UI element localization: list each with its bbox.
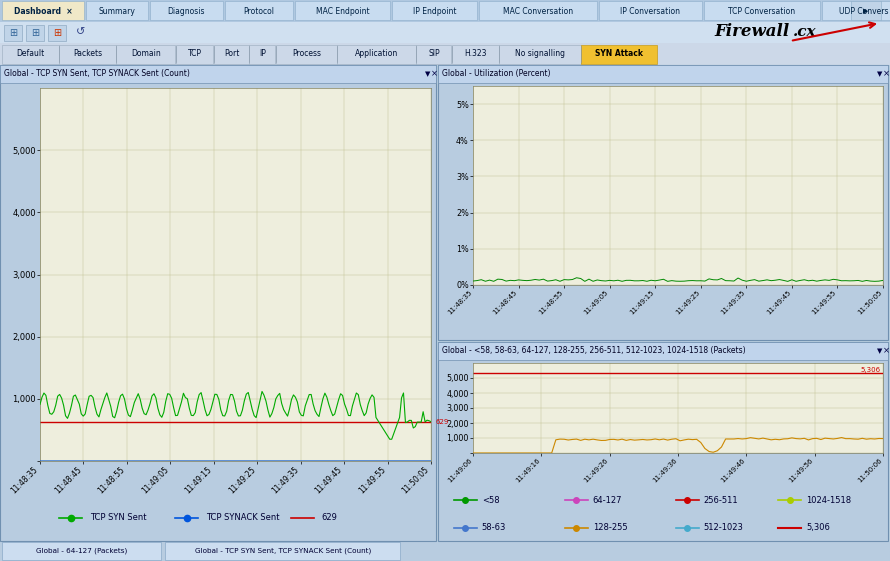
Text: ▼: ▼ xyxy=(425,71,431,77)
Text: 629: 629 xyxy=(322,513,337,522)
Bar xyxy=(176,44,214,63)
Text: Global - 64-127 (Packets): Global - 64-127 (Packets) xyxy=(36,548,127,554)
Bar xyxy=(26,25,44,41)
Text: ⊞: ⊞ xyxy=(9,27,17,38)
Text: SYN Attack: SYN Attack xyxy=(595,49,643,58)
Bar xyxy=(416,44,451,63)
Text: <58: <58 xyxy=(481,496,499,505)
Bar xyxy=(0,0,890,22)
Bar xyxy=(599,1,702,20)
Text: Process: Process xyxy=(292,49,321,58)
Text: Default: Default xyxy=(16,49,44,58)
Text: 5,306: 5,306 xyxy=(861,367,881,374)
Text: 64-127: 64-127 xyxy=(593,496,622,505)
Text: ↺: ↺ xyxy=(77,27,85,38)
Bar xyxy=(150,1,223,20)
Bar xyxy=(499,44,580,63)
Bar xyxy=(438,65,888,83)
Text: Global - <58, 58-63, 64-127, 128-255, 256-511, 512-1023, 1024-1518 (Packets): Global - <58, 58-63, 64-127, 128-255, 25… xyxy=(442,347,746,356)
Text: Diagnosis: Diagnosis xyxy=(167,7,205,16)
Text: ×: × xyxy=(431,70,438,79)
Bar xyxy=(4,25,22,41)
Bar xyxy=(704,1,820,20)
Bar xyxy=(72,25,90,41)
Bar xyxy=(438,342,888,541)
Bar xyxy=(225,1,293,20)
Text: No signalling: No signalling xyxy=(515,49,565,58)
Text: ▼: ▼ xyxy=(878,71,883,77)
Text: SIP: SIP xyxy=(428,49,440,58)
Text: TCP: TCP xyxy=(188,49,202,58)
Text: Port: Port xyxy=(223,49,239,58)
Text: Domain: Domain xyxy=(131,49,161,58)
Bar xyxy=(0,65,436,83)
Text: TCP Conversation: TCP Conversation xyxy=(728,7,796,16)
Bar xyxy=(214,44,248,63)
Text: 512-1023: 512-1023 xyxy=(704,523,744,532)
Text: ▶: ▶ xyxy=(863,8,869,14)
Bar xyxy=(0,43,890,65)
Text: Global - TCP SYN Sent, TCP SYNACK Sent (Count): Global - TCP SYN Sent, TCP SYNACK Sent (… xyxy=(4,70,190,79)
Bar xyxy=(452,44,498,63)
Text: IP Conversation: IP Conversation xyxy=(620,7,680,16)
Bar xyxy=(59,44,116,63)
Text: Application: Application xyxy=(355,49,398,58)
Bar xyxy=(48,25,66,41)
Bar xyxy=(2,542,161,560)
Text: 128-255: 128-255 xyxy=(593,523,627,532)
Text: ×: × xyxy=(883,347,889,356)
Text: ▼: ▼ xyxy=(878,348,883,354)
Text: UDP Convers: UDP Convers xyxy=(838,7,888,16)
Text: Global - TCP SYN Sent, TCP SYNACK Sent (Count): Global - TCP SYN Sent, TCP SYNACK Sent (… xyxy=(195,548,371,554)
Bar xyxy=(0,541,890,561)
Text: Dashboard  ×: Dashboard × xyxy=(13,7,72,16)
Bar xyxy=(581,44,657,63)
Text: 256-511: 256-511 xyxy=(704,496,739,505)
Bar xyxy=(116,44,175,63)
Bar xyxy=(851,1,881,20)
Text: MAC Conversation: MAC Conversation xyxy=(503,7,573,16)
Bar xyxy=(276,44,336,63)
Bar xyxy=(295,1,390,20)
Text: ⊞: ⊞ xyxy=(53,27,61,38)
Text: Packets: Packets xyxy=(73,49,102,58)
Text: 629: 629 xyxy=(435,419,449,425)
Bar xyxy=(438,342,888,360)
Text: 5,306: 5,306 xyxy=(806,523,829,532)
Bar xyxy=(0,22,890,43)
Bar xyxy=(165,542,400,560)
Text: H.323: H.323 xyxy=(465,49,487,58)
Text: ⊞: ⊞ xyxy=(31,27,39,38)
Text: MAC Endpoint: MAC Endpoint xyxy=(316,7,369,16)
Bar xyxy=(438,65,888,340)
Text: 58-63: 58-63 xyxy=(481,523,506,532)
Text: Summary: Summary xyxy=(99,7,135,16)
Bar xyxy=(249,44,276,63)
Text: TCP SYN Sent: TCP SYN Sent xyxy=(90,513,147,522)
Bar xyxy=(392,1,477,20)
Bar xyxy=(2,44,59,63)
Bar xyxy=(821,1,890,20)
Text: IP Endpoint: IP Endpoint xyxy=(413,7,457,16)
Text: Firewall: Firewall xyxy=(715,23,790,40)
Bar xyxy=(337,44,416,63)
Text: 1024-1518: 1024-1518 xyxy=(806,496,851,505)
Text: ×: × xyxy=(883,70,889,79)
Bar xyxy=(479,1,597,20)
Text: .cx: .cx xyxy=(793,25,817,39)
Bar xyxy=(85,1,148,20)
Text: TCP SYNACK Sent: TCP SYNACK Sent xyxy=(206,513,279,522)
Text: Global - Utilization (Percent): Global - Utilization (Percent) xyxy=(442,70,551,79)
Bar xyxy=(0,65,436,541)
Text: IP: IP xyxy=(259,49,266,58)
Bar xyxy=(2,1,84,20)
Text: Protocol: Protocol xyxy=(243,7,274,16)
